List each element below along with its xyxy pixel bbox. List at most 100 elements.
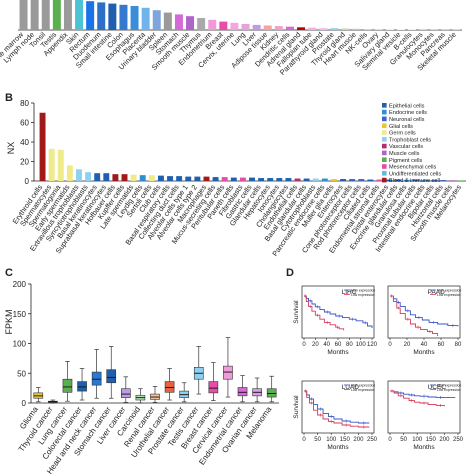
bar-ionocytes — [276, 178, 283, 181]
panel-b-letter: B — [5, 92, 13, 104]
y-tick-label-40: 40 — [20, 138, 29, 147]
bar-extravillous-trophoblasts — [76, 169, 82, 181]
legend-swatch-neuronal-cells — [382, 116, 387, 122]
bar-muller-glia-cells — [331, 179, 337, 181]
y-tick-label-150: 150 — [13, 310, 27, 319]
bar-horizontal-cells — [440, 180, 447, 181]
x-tick-label-250: 250 — [453, 437, 464, 443]
legend-swatch-endocrine-cells — [382, 109, 387, 115]
bar-endothelial-cells — [294, 178, 301, 181]
x-tick-label-40: 40 — [421, 342, 428, 348]
bar-distal-enterocytes — [385, 179, 392, 181]
plot-title: UCEC — [428, 384, 447, 391]
bar-hofbauer-cells — [112, 174, 119, 181]
bar-testis — [52, 0, 61, 30]
x-tick-label-120: 120 — [367, 342, 378, 348]
bar-prostate — [330, 28, 339, 30]
legend-label-high-expression: High expression — [437, 288, 461, 292]
bar-cervix-uterine — [230, 22, 239, 30]
bar-syncytiotrophoblasts — [85, 172, 92, 181]
x-tick-label-50: 50 — [400, 437, 407, 443]
bar-collecting-duct-cells — [176, 176, 183, 182]
legend-label-high-expression: High expression — [437, 383, 461, 387]
x-tick-label-20: 20 — [404, 342, 411, 348]
survival-plot-ucec: UCEC 0 50 100 150 200 250 Months High expression… — [387, 380, 464, 451]
bar-early-spermatids — [66, 165, 73, 181]
bar-basal-keratinocytes — [94, 173, 101, 181]
bar-cone-photoreceptor-cells — [349, 179, 356, 181]
y-tick-label-200: 200 — [13, 280, 27, 289]
bar-appendix — [63, 0, 72, 30]
y-tick-label-0: 0 — [22, 399, 27, 408]
legend-label-glial-cells: Glial cells — [389, 124, 413, 130]
bar-rod-photoreceptor-cells — [358, 179, 365, 181]
legend-swatch-glial-cells — [382, 123, 387, 128]
survival-curve-high — [304, 295, 373, 328]
legend-swatch-mesenchymal-cells — [382, 164, 387, 169]
x-tick-label-0: 0 — [302, 437, 306, 443]
x-tick-label-80: 80 — [455, 342, 462, 348]
legend-label-high-expression: High expression — [351, 383, 375, 387]
bar-liver — [252, 24, 261, 30]
x-tick-label-0: 0 — [388, 342, 392, 348]
bar-stomach — [174, 14, 183, 30]
x-tick-label-100: 100 — [412, 437, 423, 443]
box-liver-cancer — [121, 388, 131, 398]
legend-swatch-muscle-cells — [382, 150, 387, 156]
bar-erythroid-cells — [39, 112, 46, 181]
x-tick-label-100: 100 — [356, 342, 367, 348]
bar-exocrine-glandular-cells — [394, 179, 401, 181]
x-axis-label: Months — [327, 349, 349, 356]
panel-b-cell-type-bar-chart: B NX 0 20 40 60 80 Erythroid cellsSpermatocy… — [5, 92, 466, 258]
bar-tonsil — [41, 0, 50, 30]
survival-curve-low — [390, 295, 439, 336]
bar-nk-cells — [363, 29, 372, 30]
bar-melanocytes — [458, 180, 465, 181]
box-colorectal-cancer — [77, 381, 87, 392]
bar-duodenum — [97, 2, 106, 31]
bar-endometrial-stromal-cells — [376, 179, 383, 181]
x-tick-label-40: 40 — [323, 342, 330, 348]
survival-curve-low — [304, 295, 345, 331]
legend-label-undifferentiated-cells: Undifferentiated cells — [389, 171, 441, 177]
x-tick-label-200: 200 — [439, 437, 450, 443]
bar-skin — [75, 0, 84, 30]
bar-spermatocytes — [48, 148, 55, 181]
legend-swatch-undifferentiated-cells — [382, 171, 387, 176]
y-tick-label-0: 0 — [25, 177, 30, 186]
bar-suprabasal-keratinocytes — [103, 173, 110, 181]
bar-late-spermatids — [130, 174, 137, 181]
bar-seminal-vesicle — [396, 29, 405, 30]
bar-kidney — [274, 26, 283, 30]
plot-frame — [387, 380, 461, 434]
survival-curve-high — [390, 390, 456, 398]
bar-spleen — [163, 12, 172, 30]
bar-b-cells — [408, 29, 417, 30]
legend-swatch-blood-immune-cell — [382, 177, 387, 183]
panel-c-y-axis-label: FPKM — [4, 309, 14, 334]
y-axis-label: Survival — [293, 300, 300, 324]
legend-label-muscle-cells: Muscle cells — [389, 151, 420, 157]
bar-breast — [219, 21, 228, 30]
legend-label-vascular-cells: Vascular cells — [389, 144, 423, 150]
bar-basal-respiratory-cells — [167, 176, 173, 182]
bar-glandular-cells — [258, 178, 265, 181]
legend-label-low-expression: Low expression — [437, 293, 461, 297]
y-tick-label-20: 20 — [20, 158, 29, 167]
bar-smooth-muscle-cells — [449, 180, 456, 181]
bar-dendritic-cells — [285, 26, 294, 30]
legend-label-low-expression: Low expression — [351, 293, 375, 297]
panel-b-y-ticks: 0 20 40 60 80 — [20, 99, 34, 186]
bar-club-cells — [157, 175, 164, 181]
panel-c-y-ticks: 0 50 100 150 200 — [13, 280, 31, 408]
y-tick-label-50: 50 — [17, 369, 26, 378]
bar-smooth-muscle — [186, 16, 195, 30]
bar-peritubular-cells — [221, 177, 228, 181]
legend-swatch-vascular-cells — [382, 143, 387, 149]
panel-b-bars — [39, 112, 465, 182]
